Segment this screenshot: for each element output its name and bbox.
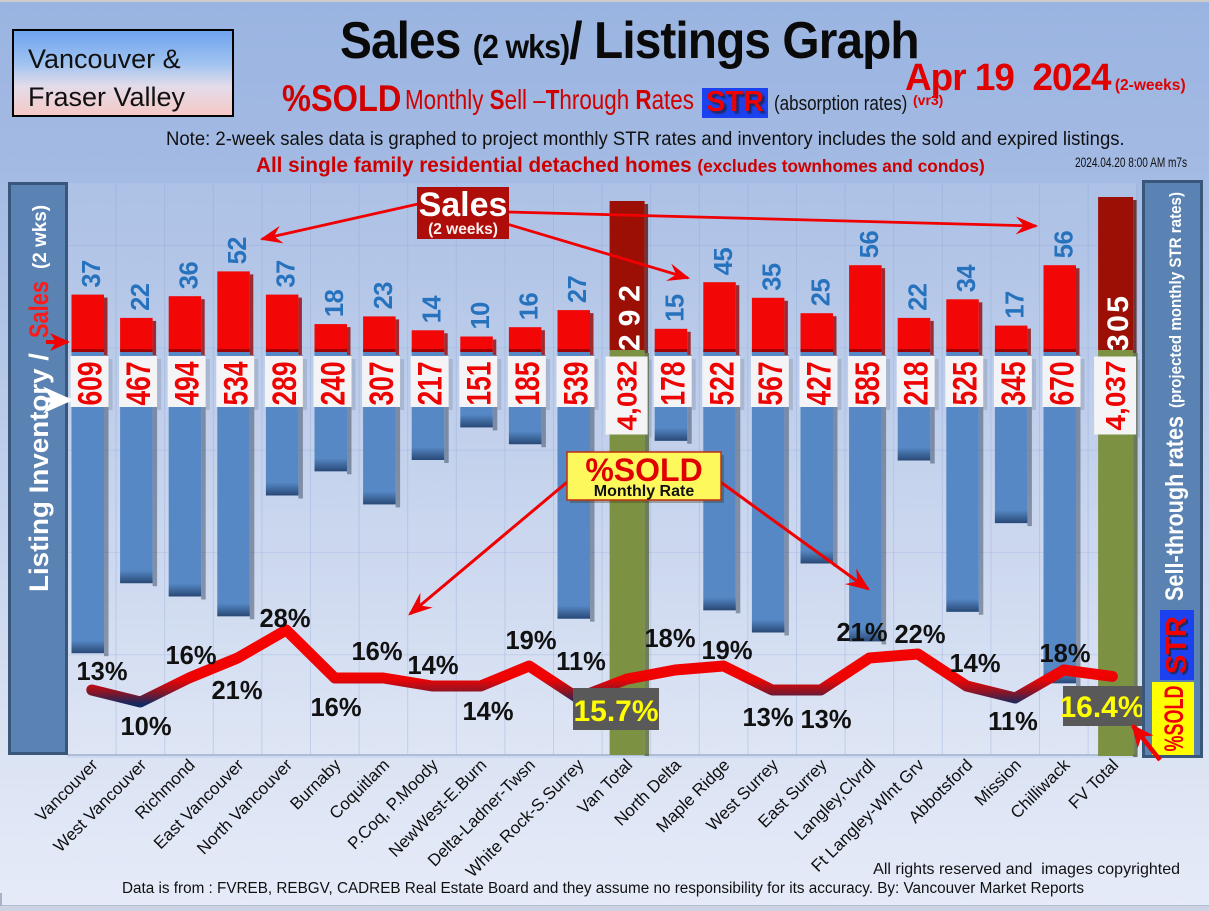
svg-text:35: 35 bbox=[759, 263, 787, 291]
svg-text:305: 305 bbox=[1102, 296, 1135, 351]
svg-text:Listing Inventory /: Listing Inventory / bbox=[24, 353, 54, 592]
svg-text:14%: 14% bbox=[462, 698, 513, 726]
svg-text:(projected monthly STR rates): (projected monthly STR rates) bbox=[1166, 192, 1185, 408]
svg-text:21%: 21% bbox=[836, 619, 887, 647]
svg-text:609: 609 bbox=[72, 362, 110, 406]
svg-text:34: 34 bbox=[953, 264, 981, 293]
svg-text:23: 23 bbox=[370, 282, 398, 310]
svg-text:18: 18 bbox=[321, 289, 349, 317]
svg-text:467: 467 bbox=[120, 362, 158, 406]
svg-text:21%: 21% bbox=[211, 677, 262, 705]
svg-text:22%: 22% bbox=[894, 621, 945, 649]
svg-text:Monthly Rate: Monthly Rate bbox=[594, 483, 695, 500]
svg-text:Sales: Sales bbox=[419, 186, 508, 224]
svg-text:292: 292 bbox=[614, 285, 647, 351]
svg-text:16%: 16% bbox=[310, 694, 361, 722]
svg-text:27: 27 bbox=[564, 275, 592, 303]
svg-text:18%: 18% bbox=[644, 625, 695, 653]
svg-text:289: 289 bbox=[266, 362, 304, 406]
svg-text:13%: 13% bbox=[800, 706, 851, 734]
svg-text:240: 240 bbox=[315, 362, 353, 406]
svg-text:218: 218 bbox=[898, 362, 936, 406]
svg-text:14%: 14% bbox=[949, 650, 1000, 678]
svg-text:522: 522 bbox=[703, 362, 741, 406]
svg-text:19%: 19% bbox=[701, 637, 752, 665]
svg-text:13%: 13% bbox=[76, 658, 127, 686]
svg-text:(2 wks): (2 wks) bbox=[30, 205, 51, 269]
svg-text:307: 307 bbox=[363, 362, 401, 406]
svg-text:%SOLD: %SOLD bbox=[1159, 686, 1189, 752]
svg-text:14: 14 bbox=[418, 295, 446, 324]
svg-text:52: 52 bbox=[224, 237, 252, 265]
svg-text:STR: STR bbox=[1161, 616, 1193, 674]
svg-text:4,032: 4,032 bbox=[611, 361, 642, 431]
svg-text:178: 178 bbox=[655, 362, 693, 406]
svg-text:670: 670 bbox=[1044, 362, 1082, 406]
svg-text:(2 weeks): (2 weeks) bbox=[428, 221, 498, 238]
svg-text:534: 534 bbox=[217, 361, 255, 405]
svg-text:10%: 10% bbox=[120, 713, 171, 741]
svg-text:345: 345 bbox=[995, 362, 1033, 406]
svg-text:4,037: 4,037 bbox=[1100, 361, 1131, 431]
svg-text:18%: 18% bbox=[1039, 640, 1090, 668]
svg-text:16: 16 bbox=[516, 293, 544, 321]
svg-text:22: 22 bbox=[905, 283, 933, 311]
svg-text:427: 427 bbox=[801, 362, 839, 406]
svg-text:14%: 14% bbox=[407, 652, 458, 680]
svg-text:37: 37 bbox=[78, 260, 106, 288]
svg-text:494: 494 bbox=[169, 361, 207, 405]
svg-text:36: 36 bbox=[175, 262, 203, 290]
svg-text:15.7%: 15.7% bbox=[573, 695, 658, 728]
svg-text:28%: 28% bbox=[259, 605, 310, 633]
svg-text:217: 217 bbox=[412, 362, 450, 406]
svg-text:185: 185 bbox=[509, 362, 547, 406]
svg-text:17: 17 bbox=[1002, 291, 1030, 319]
svg-text:10: 10 bbox=[467, 302, 495, 330]
svg-text:16.4%: 16.4% bbox=[1059, 691, 1144, 724]
svg-text:Sales: Sales bbox=[24, 281, 54, 338]
svg-text:16%: 16% bbox=[165, 642, 216, 670]
svg-text:11%: 11% bbox=[988, 708, 1038, 736]
svg-text:11%: 11% bbox=[556, 648, 606, 676]
svg-text:539: 539 bbox=[558, 362, 596, 406]
svg-text:525: 525 bbox=[946, 362, 984, 406]
svg-text:16%: 16% bbox=[351, 638, 402, 666]
svg-text:22: 22 bbox=[127, 283, 155, 311]
svg-text:FV Total: FV Total bbox=[1065, 755, 1122, 812]
svg-text:%SOLD: %SOLD bbox=[585, 452, 702, 488]
svg-text:19%: 19% bbox=[505, 627, 556, 655]
svg-text:585: 585 bbox=[849, 362, 887, 406]
svg-text:567: 567 bbox=[752, 362, 790, 406]
svg-text:13%: 13% bbox=[742, 704, 793, 732]
svg-text:Sell-through rates: Sell-through rates bbox=[1161, 416, 1189, 601]
svg-text:37: 37 bbox=[273, 260, 301, 288]
svg-text:151: 151 bbox=[460, 362, 498, 406]
svg-text:45: 45 bbox=[710, 248, 738, 276]
svg-text:STR: STR bbox=[1163, 618, 1195, 676]
svg-text:25: 25 bbox=[807, 279, 835, 307]
svg-text:15: 15 bbox=[662, 294, 690, 322]
svg-text:56: 56 bbox=[856, 231, 884, 259]
svg-text:56: 56 bbox=[1050, 231, 1078, 259]
